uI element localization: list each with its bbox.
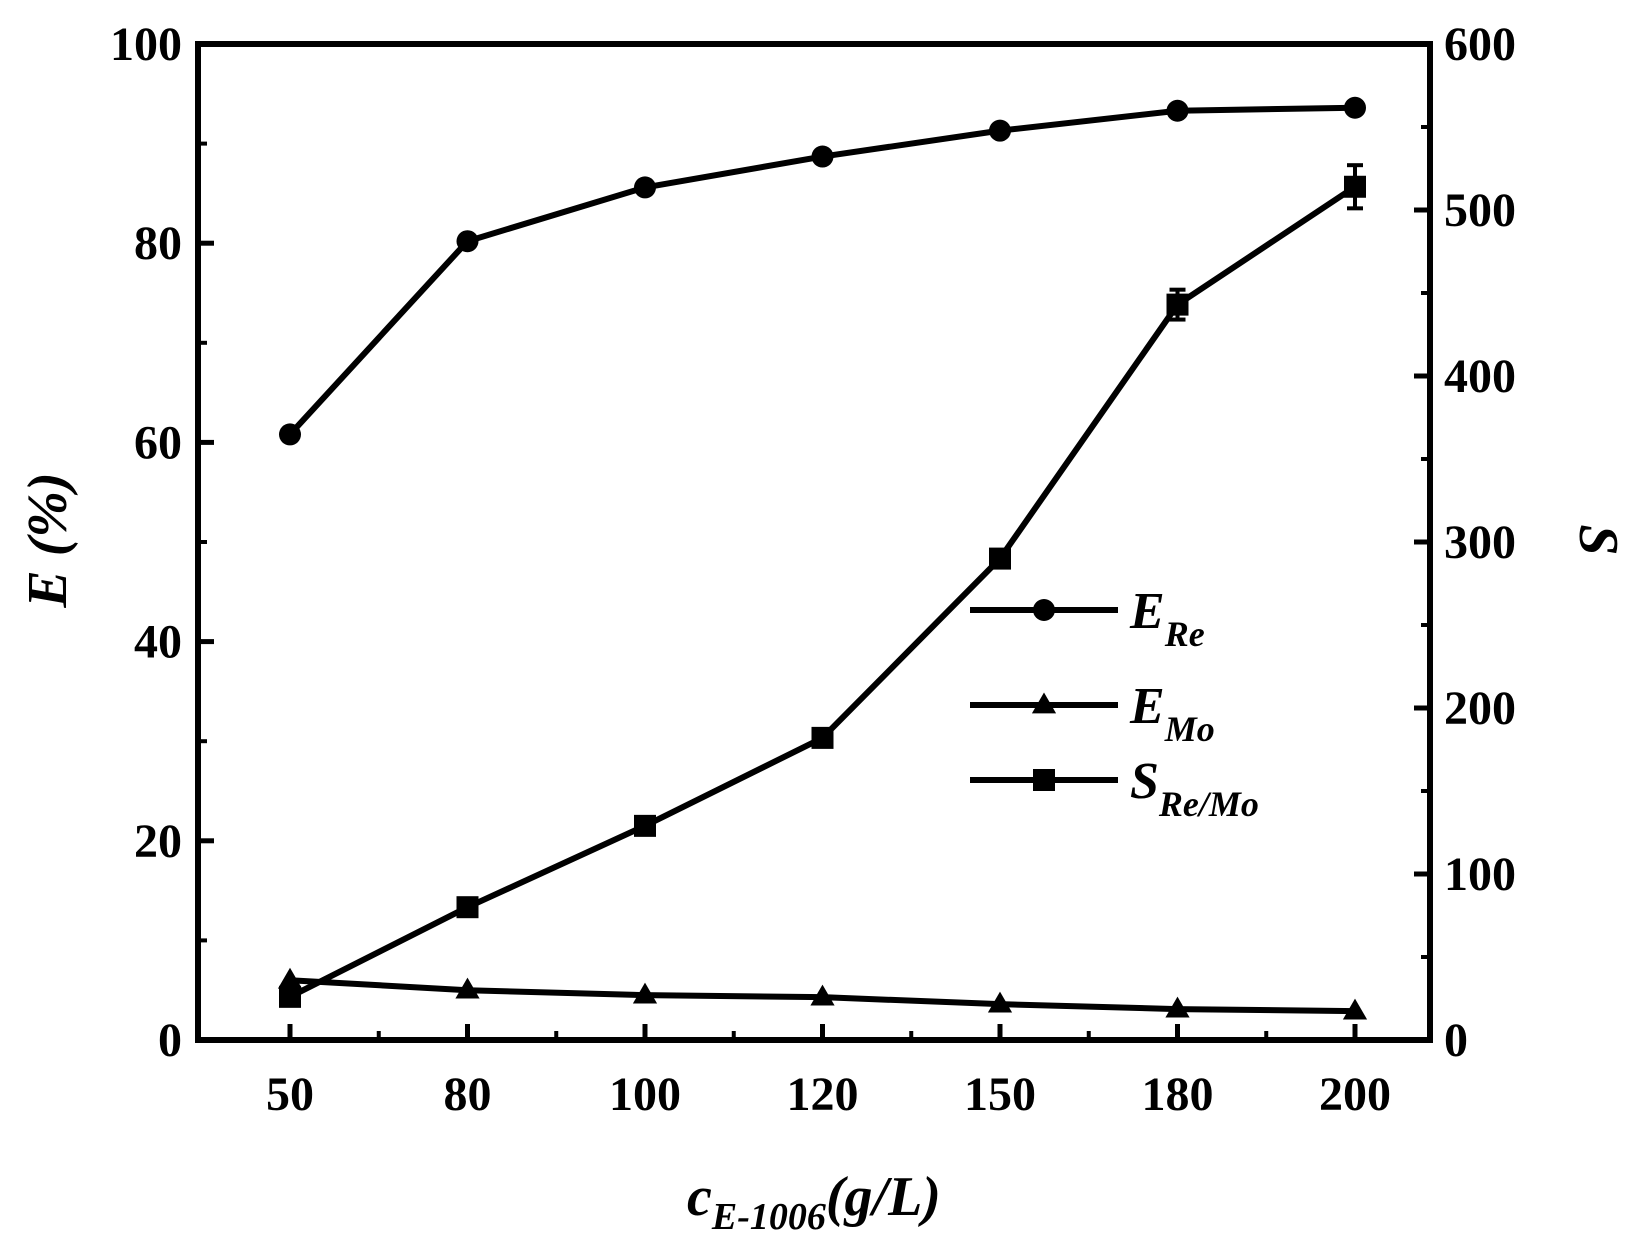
data-point-E_Mo xyxy=(1342,998,1368,1020)
y-right-tick-label: 200 xyxy=(1444,682,1516,735)
y-left-axis-title: E (%) xyxy=(17,472,79,608)
data-point-S_ReMo xyxy=(456,896,479,919)
y-right-tick-label: 400 xyxy=(1444,350,1516,403)
legend-label-sub: Mo xyxy=(1164,709,1215,749)
series-line-S_ReMo xyxy=(288,184,1357,1000)
data-point-E_Re xyxy=(811,145,834,168)
data-point-E_Re xyxy=(1344,96,1366,119)
y-right-tick-label: 500 xyxy=(1444,184,1516,237)
data-point-E_Re xyxy=(634,176,656,199)
data-point-S_ReMo xyxy=(989,547,1011,570)
legend-label-E_Mo: EMo xyxy=(1129,678,1215,749)
legend-label-sub: Re xyxy=(1164,614,1205,654)
data-point-S_ReMo xyxy=(634,814,656,837)
data-point-S_ReMo xyxy=(279,985,301,1008)
x-tick-label: 180 xyxy=(1142,1068,1214,1121)
legend-marker-E_Mo xyxy=(1031,692,1057,714)
data-point-E_Mo xyxy=(810,984,835,1006)
legend-label-E_Re: ERe xyxy=(1129,583,1205,654)
y-right-tick-label: 0 xyxy=(1444,1014,1468,1067)
y-left-tick-label: 40 xyxy=(134,616,182,669)
data-point-E_Re xyxy=(279,423,301,446)
x-tick-label: 200 xyxy=(1319,1068,1391,1121)
legend-label-main: E xyxy=(1129,678,1165,735)
x-axis-title-suffix: (g/L) xyxy=(826,1166,941,1228)
y-left-tick-label: 100 xyxy=(110,18,182,71)
x-tick-label: 150 xyxy=(964,1068,1036,1121)
data-point-E_Mo xyxy=(455,977,480,999)
x-tick-label: 100 xyxy=(609,1068,681,1121)
x-tick-label: 80 xyxy=(444,1068,492,1121)
x-axis-title-main: c xyxy=(687,1166,712,1228)
data-point-E_Mo xyxy=(987,991,1013,1013)
y-left-tick-label: 80 xyxy=(134,217,182,270)
x-axis-title-sub: E-1006 xyxy=(711,1196,826,1238)
legend-label-S_ReMo: SRe/Mo xyxy=(1130,753,1259,824)
data-point-S_ReMo xyxy=(811,726,834,749)
data-point-E_Re xyxy=(456,230,479,253)
y-right-tick-label: 300 xyxy=(1444,516,1516,569)
y-right-tick-label: 600 xyxy=(1444,18,1516,71)
data-point-E_Mo xyxy=(632,982,658,1004)
data-point-S_ReMo xyxy=(1344,175,1366,198)
data-point-E_Mo xyxy=(277,967,303,989)
data-point-E_Mo xyxy=(1165,996,1190,1018)
plot-frame xyxy=(195,41,1433,1043)
y-right-axis-title: S xyxy=(1567,524,1629,555)
data-point-E_Re xyxy=(989,119,1011,142)
y-left-tick-label: 60 xyxy=(134,416,182,469)
x-tick-label: 120 xyxy=(787,1068,859,1121)
x-tick-label: 50 xyxy=(266,1068,314,1121)
legend-label-main: E xyxy=(1129,583,1165,640)
x-axis-title: cE-1006(g/L) xyxy=(687,1166,941,1238)
y-left-tick-label: 0 xyxy=(158,1014,182,1067)
legend-label-main: S xyxy=(1130,753,1159,810)
legend-label-sub: Re/Mo xyxy=(1158,784,1259,824)
legend-marker-E_Re xyxy=(1033,599,1055,621)
data-point-S_ReMo xyxy=(1166,293,1189,316)
y-left-tick-label: 20 xyxy=(134,815,182,868)
y-right-tick-label: 100 xyxy=(1444,848,1516,901)
legend-marker-S_ReMo xyxy=(1033,769,1055,791)
data-point-E_Re xyxy=(1166,99,1189,122)
